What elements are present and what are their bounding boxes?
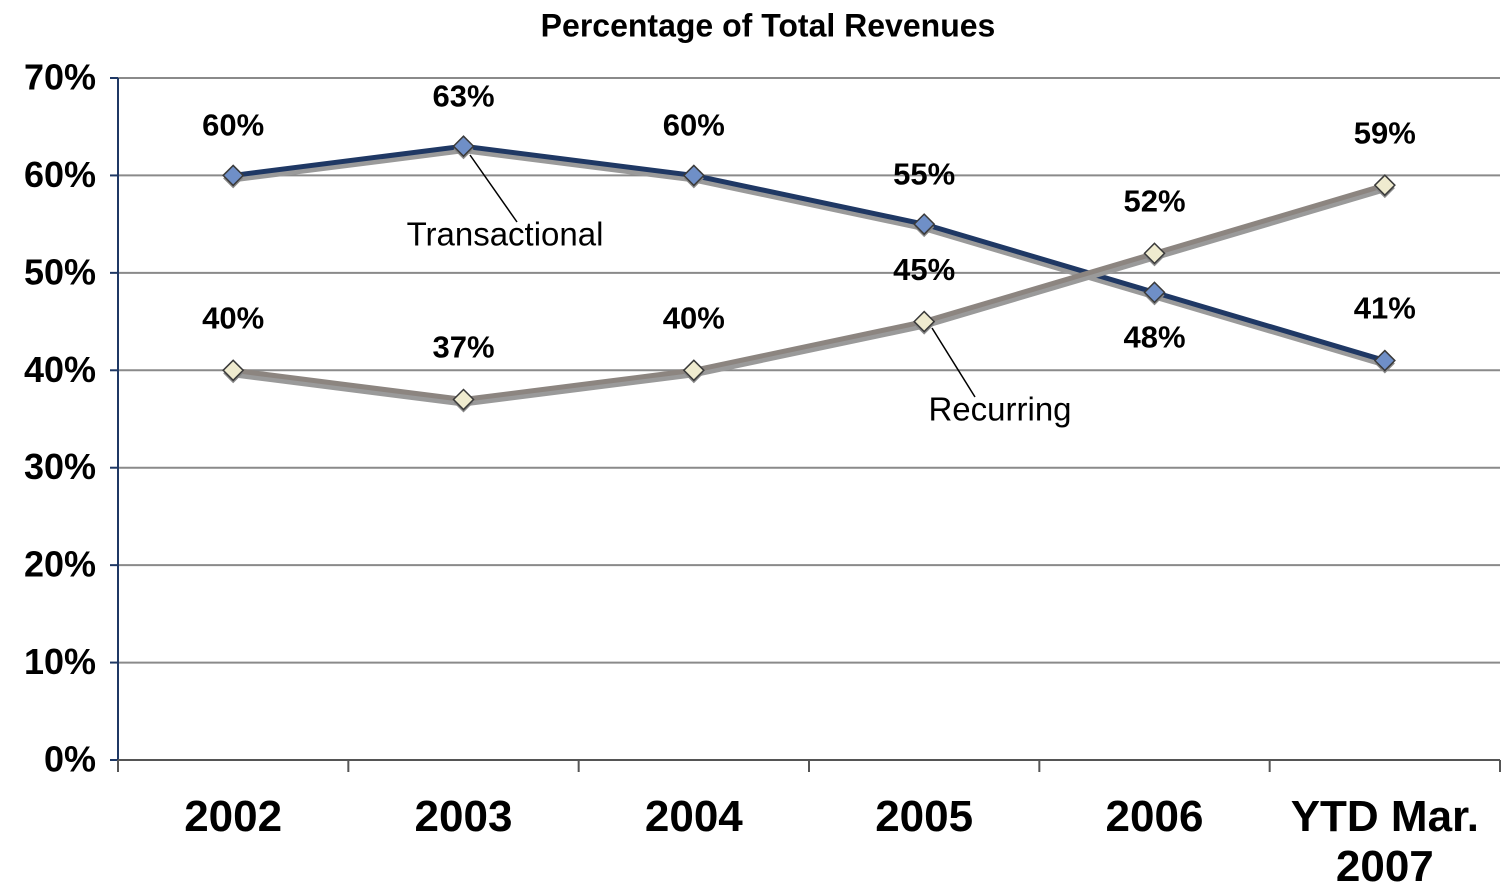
data-label: 45% [893,252,955,287]
y-tick-label: 30% [24,446,96,487]
marker [1143,281,1166,304]
data-label: 60% [663,108,725,143]
marker [682,164,705,187]
line-shadow [232,186,1386,407]
x-tick-label: 2005 [875,792,974,841]
line-shadow [232,147,1386,368]
x-tick-label: 2006 [1105,792,1204,841]
x-tick-label: 2004 [644,792,743,841]
data-label: 59% [1354,115,1416,150]
chart-title: Percentage of Total Revenues [541,7,996,43]
series-line [232,182,1386,403]
data-label: 48% [1123,320,1185,355]
x-tick-label: 2003 [414,792,513,841]
series-line [232,143,1386,363]
data-label: 40% [202,300,264,335]
marker [222,359,245,382]
data-label: 55% [893,156,955,191]
marker [452,388,475,411]
annotation-leader [469,154,518,223]
annotation-leader [931,327,976,398]
data-label: 37% [432,330,494,365]
x-tick-label: 2002 [184,792,283,841]
y-tick-label: 0% [44,739,96,780]
marker [222,164,245,187]
data-label: 63% [432,78,494,113]
y-tick-label: 10% [24,641,96,682]
y-tick-label: 50% [24,251,96,292]
y-tick-label: 60% [24,154,96,195]
y-tick-label: 40% [24,349,96,390]
marker [452,135,475,158]
x-tick-label: YTD Mar. 2007 [1290,792,1479,889]
marker [913,310,936,333]
marker [682,359,705,382]
marker [913,213,936,236]
marker [1373,174,1396,197]
y-tick-label: 70% [24,57,96,98]
data-label: 60% [202,108,264,143]
marker [1143,242,1166,265]
data-label: 41% [1354,291,1416,326]
data-label: 40% [663,300,725,335]
series-annotation: Recurring [928,391,1071,428]
data-label: 52% [1123,184,1185,219]
series-annotation: Transactional [407,216,604,253]
y-tick-label: 20% [24,544,96,585]
marker [1373,349,1396,372]
